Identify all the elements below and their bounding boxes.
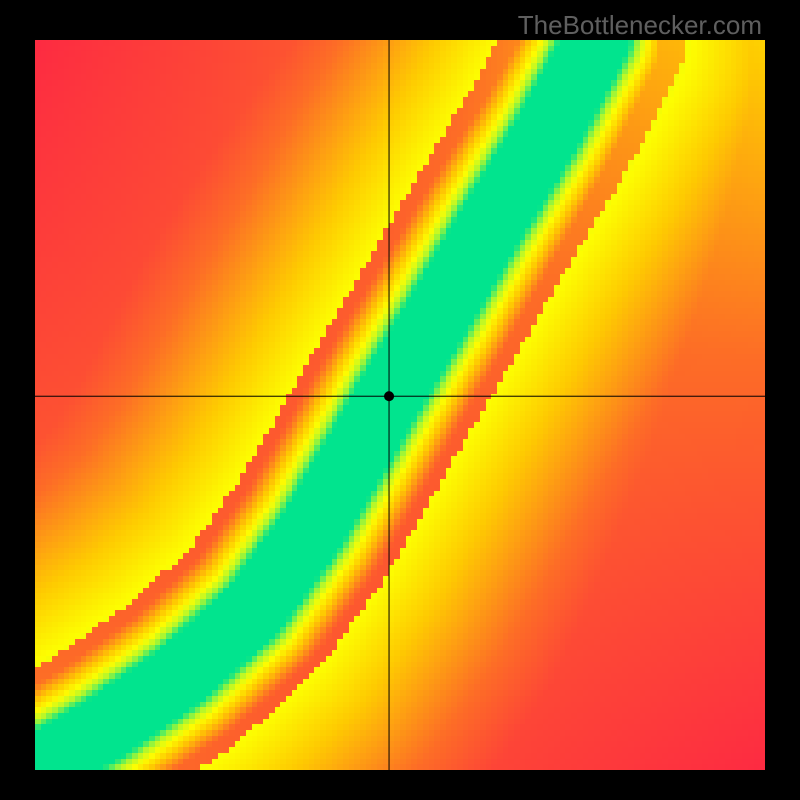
watermark-text: TheBottlenecker.com	[518, 10, 762, 41]
chart-container: TheBottlenecker.com	[0, 0, 800, 800]
heatmap-canvas	[0, 0, 800, 800]
